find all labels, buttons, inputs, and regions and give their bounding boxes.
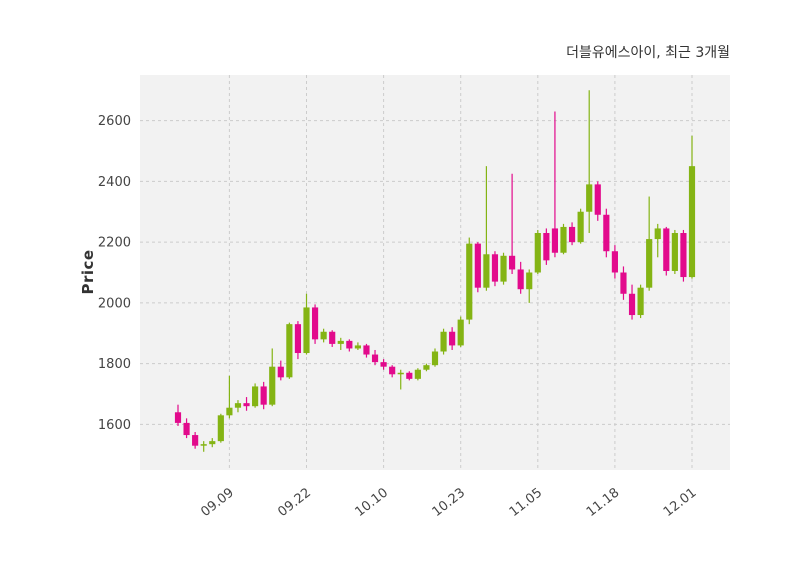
candle-body xyxy=(611,251,618,273)
y-tick-label: 2400 xyxy=(98,175,131,190)
candle-body xyxy=(192,435,199,446)
x-tick-label: 11.05 xyxy=(507,485,546,520)
y-tick-label: 2000 xyxy=(98,296,131,311)
candle-body xyxy=(491,254,499,282)
candle-body xyxy=(397,372,404,375)
candle-body xyxy=(354,345,361,349)
candle-body xyxy=(671,233,678,271)
candle-body xyxy=(440,331,447,352)
candle-body xyxy=(474,243,481,288)
candle-body xyxy=(509,255,516,270)
x-tick-label: 11.18 xyxy=(584,485,623,520)
candle-body xyxy=(483,254,490,288)
candle-body xyxy=(586,184,593,212)
candle-body xyxy=(526,272,533,290)
candle-body xyxy=(500,255,507,282)
y-tick-label: 1800 xyxy=(98,357,131,372)
candle-body xyxy=(646,239,653,288)
candle-body xyxy=(457,319,464,346)
candle-body xyxy=(466,243,473,320)
y-tick-label: 2600 xyxy=(98,114,131,129)
candle-body xyxy=(243,403,250,407)
y-tick-label: 2200 xyxy=(98,236,131,251)
candle-body xyxy=(209,441,216,445)
candle-body xyxy=(680,233,687,278)
candle-body xyxy=(269,366,276,405)
candle-body xyxy=(654,228,661,240)
candle-body xyxy=(183,422,190,436)
candle-body xyxy=(628,293,636,316)
candle-body xyxy=(174,412,182,423)
candle-body xyxy=(431,351,439,366)
candle-body xyxy=(380,362,387,367)
candle-body xyxy=(663,228,670,271)
x-tick-label: 09.22 xyxy=(275,485,314,520)
candle-body xyxy=(449,331,456,346)
candle-body xyxy=(277,366,284,378)
candle-body xyxy=(534,233,541,273)
y-tick-label: 1600 xyxy=(98,418,131,433)
candle-body xyxy=(234,403,242,408)
candle-body xyxy=(517,269,524,290)
candle-body xyxy=(568,226,576,243)
x-tick-label: 09.09 xyxy=(198,485,237,520)
x-tick-label: 10.23 xyxy=(430,485,469,520)
candle-body xyxy=(337,340,344,344)
chart-title: 더블유에스아이, 최근 3개월 xyxy=(566,45,730,61)
candle-body xyxy=(320,331,327,340)
candle-body xyxy=(346,340,353,349)
candle-body xyxy=(594,184,601,215)
candle-body xyxy=(688,166,696,278)
candle-body xyxy=(260,386,267,405)
candle-body xyxy=(560,226,567,253)
candle-body xyxy=(577,211,584,243)
candle-body xyxy=(294,324,302,354)
candle-body xyxy=(371,354,379,363)
candle-body xyxy=(329,331,336,344)
candle-body xyxy=(637,287,644,316)
candle-body xyxy=(620,272,627,294)
candle-body xyxy=(603,214,610,252)
candle-body xyxy=(423,365,430,370)
x-tick-label: 12.01 xyxy=(661,485,700,520)
candle-body xyxy=(252,386,259,407)
candle-body xyxy=(286,324,293,378)
candle-body xyxy=(226,407,233,416)
candle-body xyxy=(543,233,550,261)
candle-body xyxy=(200,444,207,446)
candle-body xyxy=(551,228,559,253)
candle-body xyxy=(389,366,396,375)
candle-body xyxy=(311,307,319,340)
candle-body xyxy=(363,345,370,355)
candle-body xyxy=(303,307,310,354)
candle-body xyxy=(406,372,413,379)
candle-body xyxy=(414,369,421,379)
x-tick-label: 10.10 xyxy=(352,485,391,520)
candle-body xyxy=(217,415,224,442)
